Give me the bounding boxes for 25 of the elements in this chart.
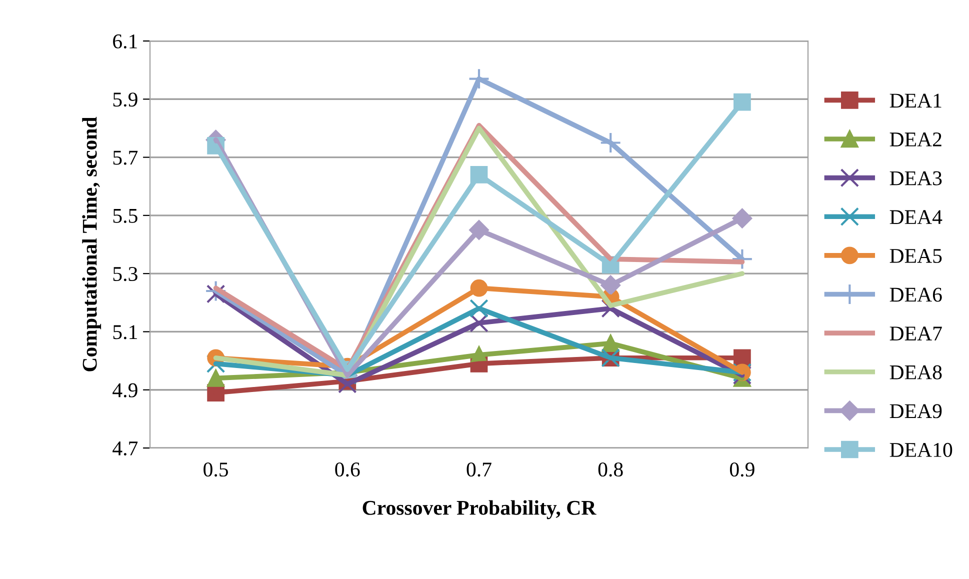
y-axis-title: Computational Time, second [82,116,102,372]
legend-label: DEA2 [890,132,942,146]
y-tick-label: 5.1 [113,325,137,340]
x-tick-label: 0.8 [598,462,623,477]
x-tick-label: 0.6 [335,462,360,477]
x-tick-label: 0.7 [466,462,492,477]
y-tick-label: 5.7 [113,150,138,165]
y-tick-label: 4.7 [112,442,138,456]
legend-label: DEA9 [890,404,942,418]
legend-label: DEA8 [890,365,942,380]
legend-label: DEA4 [890,210,942,224]
legend-label: DEA6 [890,288,942,302]
y-tick-label: 5.9 [113,92,138,107]
y-tick-label: 6.1 [113,34,137,49]
y-tick-label: 4.9 [112,383,138,398]
legend-label: DEA7 [890,326,942,340]
legend-label: DEA10 [890,442,952,457]
y-tick-label: 5.5 [113,209,138,223]
legend-label: DEA1 [890,94,942,108]
y-tick-label: 5.3 [113,267,138,282]
legend-label: DEA5 [890,248,942,263]
x-axis-title: Crossover Probability, CR [362,500,596,520]
x-tick-label: 0.5 [204,462,228,477]
legend-label: DEA3 [890,171,942,186]
x-tick-label: 0.9 [730,462,754,477]
